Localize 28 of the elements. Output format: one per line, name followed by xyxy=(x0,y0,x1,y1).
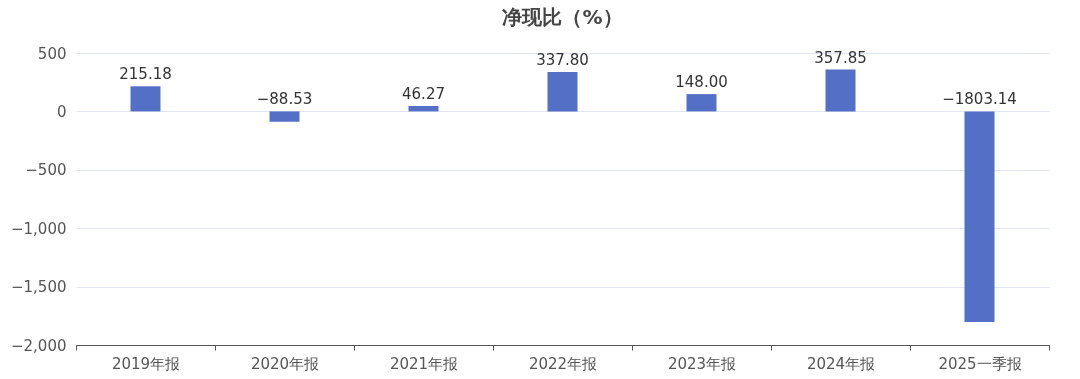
x-tick-label: 2023年报 xyxy=(667,354,737,373)
data-label: 337.80 xyxy=(536,50,589,69)
y-tick-label: 0 xyxy=(56,102,67,121)
data-label: −88.53 xyxy=(256,90,313,109)
bar xyxy=(825,69,856,112)
bar xyxy=(269,111,300,122)
data-label: −1803.14 xyxy=(942,90,1017,109)
bar xyxy=(686,94,717,112)
bar xyxy=(964,111,995,323)
x-tick-label: 2020年报 xyxy=(250,354,320,373)
x-tick-label: 2022年报 xyxy=(528,354,598,373)
bar xyxy=(547,71,578,112)
y-tick-label: 500 xyxy=(37,44,67,63)
y-tick-label: −500 xyxy=(25,161,67,180)
x-tick-label: 2019年报 xyxy=(111,354,181,373)
y-tick-label: −2,000 xyxy=(10,336,67,355)
chart-title: 净现比（%） xyxy=(502,5,623,29)
data-label: 148.00 xyxy=(675,73,728,92)
x-tick-label: 2024年报 xyxy=(806,354,876,373)
bar xyxy=(130,86,161,112)
data-label: 357.85 xyxy=(814,48,867,67)
bar xyxy=(408,106,439,112)
data-label: 46.27 xyxy=(402,85,445,103)
x-tick-label: 2025一季报 xyxy=(938,354,1022,373)
x-tick-label: 2021年报 xyxy=(389,354,459,373)
data-label: 215.18 xyxy=(119,65,172,84)
y-tick-label: −1,000 xyxy=(10,219,67,238)
y-tick-label: −1,500 xyxy=(10,278,67,297)
